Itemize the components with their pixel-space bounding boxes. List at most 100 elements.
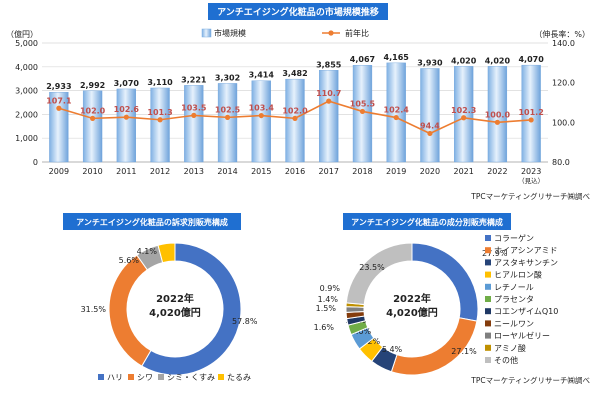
- ratio-point: [528, 117, 534, 123]
- legend-label-market: 市場規模: [214, 28, 246, 38]
- legend-label: シミ・くすみ: [167, 373, 215, 382]
- y-tick-label-right: 120.0: [552, 79, 575, 88]
- legend-swatch: [485, 296, 491, 302]
- ratio-point: [427, 130, 433, 137]
- donut-chart-appeal: 57.8% 31.5% 5.6%4.1%: [81, 242, 258, 376]
- bar-value-label: 4,067: [350, 55, 375, 64]
- legend-swatch: [485, 235, 491, 241]
- bar: [386, 62, 406, 163]
- right-axis-unit: （伸長率：%）: [534, 29, 590, 39]
- x-tick-label: 2020: [420, 167, 440, 176]
- donut2-title-box: [343, 213, 511, 230]
- slice-value-label: 1.5%: [316, 304, 337, 313]
- ratio-point: [494, 119, 500, 125]
- ratio-value-label: 110.7: [316, 89, 341, 98]
- slice-value-label: 57.8%: [232, 317, 258, 326]
- x-tick-label: 2023: [521, 167, 541, 176]
- legend-swatch-market: [201, 28, 212, 38]
- ratio-point: [359, 108, 366, 115]
- bar: [454, 66, 474, 163]
- legend-label: その他: [494, 355, 518, 365]
- donut2-legend: コラーゲンナイアシンアミドアスタキサンチンヒアルロン酸レチノールプラセンタコエン…: [485, 233, 558, 365]
- legend-label: ハリ: [107, 373, 123, 382]
- legend-swatch: [485, 320, 491, 327]
- bar-value-label: 3,221: [181, 75, 207, 84]
- slice-value-label: 4.0%: [351, 327, 372, 336]
- x-tick-label: 2010: [82, 167, 102, 176]
- y-tick-label-left: 5,000: [15, 39, 38, 48]
- x-tick-label: 2021: [453, 167, 473, 176]
- x-tick-label: 2017: [319, 167, 339, 176]
- donut1-title-box: [63, 213, 241, 230]
- legend-label: アスタキサンチン: [494, 258, 558, 267]
- top-chart-source: TPCマーケティングリサーチ㈱調べ: [470, 191, 590, 201]
- slice-value-label: 1.6%: [314, 323, 335, 332]
- x-axis: 2009 2010 2011 2012 2013 2014 2015 2016 2017 2018…: [49, 167, 544, 185]
- bar: [420, 68, 440, 163]
- bar-value-label: 3,414: [249, 71, 275, 80]
- donut1-title: アンチエイジング化粧品の訴求別販売構成: [76, 217, 228, 227]
- ratio-point: [157, 117, 163, 123]
- bar-value-label: 3,855: [316, 60, 342, 69]
- legend-label-ratio: 前年比: [345, 28, 369, 38]
- y-tick-label-left: 0: [33, 158, 38, 167]
- bar: [184, 85, 204, 163]
- x-tick-label: 2019: [386, 167, 406, 176]
- y-tick-label-left: 2,000: [15, 110, 38, 119]
- slice-value-label: 5.4%: [382, 345, 403, 354]
- donut-chart-ingredient: 27.9%27.1%5.4%4.2%4.0%2.4%1.6%1.5%1.4%0.…: [314, 242, 508, 376]
- ratio-point: [224, 114, 231, 120]
- ratio-value-label: 103.4: [249, 104, 275, 113]
- bar: [487, 66, 508, 163]
- bar: [251, 80, 271, 163]
- legend-swatch: [218, 374, 224, 380]
- ratio-value-label: 102.5: [215, 105, 241, 114]
- bar-value-label: 3,930: [417, 58, 443, 67]
- bar: [116, 88, 136, 163]
- x-tick-label: 2012: [150, 167, 170, 176]
- legend-swatch: [485, 271, 491, 278]
- slice-value-label: 27.9%: [482, 249, 508, 258]
- legend-swatch: [128, 374, 134, 380]
- ratio-value-label: 102.0: [80, 106, 106, 115]
- legend-swatch: [485, 247, 491, 254]
- legend-swatch: [485, 259, 491, 266]
- bar-chart-legend: 市場規模 前年比: [201, 28, 369, 38]
- legend-swatch: [485, 344, 491, 351]
- ratio-point: [123, 114, 129, 120]
- ratio-value-label: 101.3: [147, 108, 172, 117]
- bar: [521, 64, 541, 163]
- donut1-center-total: 4,020億円: [149, 306, 201, 319]
- donut-slice: [108, 254, 152, 367]
- bar-value-label: 3,482: [282, 69, 307, 78]
- ratio-value-label: 100.0: [485, 110, 511, 119]
- x-tick-label: 2018: [352, 167, 372, 176]
- ratio-value-label: 107.1: [46, 96, 72, 105]
- legend-swatch: [98, 374, 104, 380]
- donut-slice: [345, 242, 413, 306]
- bar-value-label: 3,070: [114, 79, 140, 88]
- bar: [82, 90, 103, 163]
- x-tick-sublabel: （見込）: [518, 176, 544, 185]
- legend-label: ローヤルゼリー: [494, 331, 550, 341]
- legend-label: ヒアルロン酸: [494, 270, 542, 280]
- bar-chart-title-box: [208, 3, 388, 20]
- bar: [319, 70, 339, 163]
- x-tick-label: 2014: [217, 167, 237, 176]
- ratio-value-label: 105.5: [350, 99, 376, 108]
- legend-swatch: [485, 357, 491, 363]
- ratio-value-label: 103.5: [181, 103, 207, 112]
- donut2-title: アンチエイジング化粧品の成分別販売構成: [351, 217, 503, 227]
- legend-label: ニールワン: [494, 319, 534, 328]
- y-tick-label-left: 4,000: [15, 63, 38, 72]
- ratio-value-label: 101.2: [518, 108, 543, 117]
- bar-value-label: 4,020: [451, 56, 477, 65]
- ratio-point: [90, 115, 96, 121]
- ratio-point: [258, 112, 264, 119]
- legend-swatch: [485, 308, 491, 315]
- donut1-legend: ハリ シワ シミ・くすみ たるみ: [98, 373, 251, 382]
- donut2-center-total: 4,020億円: [386, 306, 438, 319]
- x-tick-label: 2009: [49, 167, 69, 176]
- bar-chart-title: アンチエイジング化粧品の市場規模推移: [217, 6, 379, 18]
